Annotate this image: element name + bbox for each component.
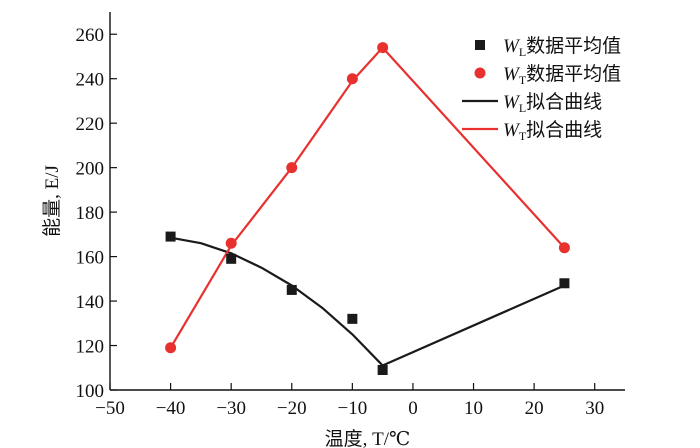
y-axis-title: 能量, E/J xyxy=(41,165,63,237)
y-tick-label: 160 xyxy=(76,248,105,269)
data-point-square xyxy=(165,231,176,242)
data-point-circle xyxy=(225,237,237,249)
data-point-circle xyxy=(558,242,570,254)
y-tick-label: 180 xyxy=(76,203,105,224)
series xyxy=(165,42,570,375)
axes xyxy=(109,12,625,391)
data-point-square xyxy=(347,313,358,324)
legend-label: WL拟合曲线 xyxy=(503,91,602,115)
x-tick-label: −20 xyxy=(277,398,307,419)
legend-marker-circle xyxy=(474,67,486,79)
x-tick-label: −30 xyxy=(216,398,246,419)
x-tick-label: 30 xyxy=(585,398,604,419)
y-tick-label: 220 xyxy=(76,114,105,135)
x-axis-title: 温度, T/℃ xyxy=(325,428,411,448)
legend-marker-square xyxy=(475,40,485,50)
y-tick-label: 100 xyxy=(76,381,105,402)
y-tick-label: 200 xyxy=(76,159,105,180)
x-ticks: −50 −40 −30 −20 −10 0 10 20 30 xyxy=(95,383,604,419)
series-line xyxy=(169,46,566,349)
x-tick-label: 0 xyxy=(408,398,418,419)
y-tick-label: 120 xyxy=(76,337,105,358)
data-point-square xyxy=(559,278,570,289)
data-point-circle xyxy=(346,73,358,85)
legend-label: WL数据平均值 xyxy=(503,35,621,59)
y-tick-label: 140 xyxy=(76,292,105,313)
y-tick-label: 240 xyxy=(76,70,105,91)
data-point-circle xyxy=(165,342,177,354)
y-tick-label: 260 xyxy=(76,25,105,46)
legend-label: WT拟合曲线 xyxy=(503,119,602,143)
y-ticks: 100 120 140 160 180 200 220 240 260 xyxy=(76,25,117,402)
legend: WL数据平均值 WT数据平均值 WL拟合曲线 WT拟合曲线 xyxy=(462,35,621,143)
data-point-circle xyxy=(286,162,298,174)
data-point-square xyxy=(226,253,237,264)
x-tick-label: −10 xyxy=(337,398,367,419)
data-point-square xyxy=(377,364,388,375)
legend-label: WT数据平均值 xyxy=(503,63,621,87)
data-point-circle xyxy=(377,42,389,54)
x-tick-label: −50 xyxy=(95,398,125,419)
x-tick-label: −40 xyxy=(156,398,186,419)
x-tick-label: 20 xyxy=(525,398,544,419)
x-tick-label: 10 xyxy=(464,398,483,419)
data-point-square xyxy=(286,284,297,295)
